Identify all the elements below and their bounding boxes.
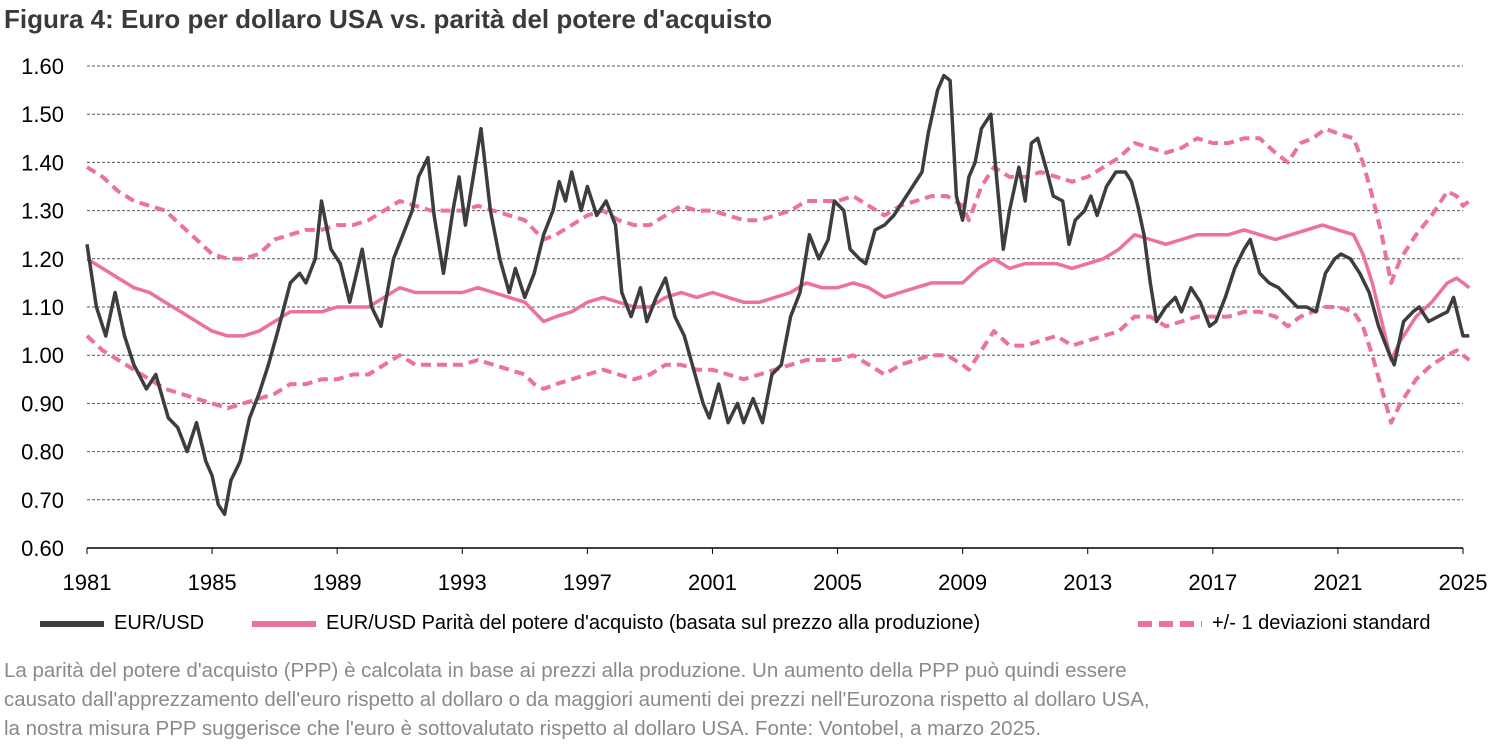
y-tick-label: 1.60 [21, 54, 64, 79]
x-tick-label: 1993 [438, 570, 487, 595]
footnote-line-3: la nostra misura PPP suggerisce che l'eu… [4, 717, 1042, 740]
y-tick-label: 1.00 [21, 343, 64, 368]
legend-label-ppp: EUR/USD Parità del potere d'acquisto (ba… [326, 612, 981, 634]
legend-item-eurusd: EUR/USD [40, 612, 204, 635]
legend-label-eurusd: EUR/USD [114, 612, 205, 634]
x-tick-label: 1989 [313, 570, 362, 595]
y-tick-label: 0.80 [21, 440, 64, 465]
series-lower-band-line [85, 305, 1471, 425]
legend-swatch-solid-pink [252, 620, 316, 627]
series-eurusd-line [85, 73, 1470, 517]
series-lines [85, 73, 1471, 517]
x-tick-label: 2009 [938, 570, 987, 595]
x-axis-ticks: 1981 1985 1989 1993 1997 2001 2005 2009 2013 2017… [63, 548, 1488, 595]
x-tick-label: 2005 [813, 570, 862, 595]
legend-label-band: +/- 1 deviazioni standard [1212, 612, 1431, 634]
legend-item-band: +/- 1 deviazioni standard [1138, 612, 1430, 635]
footnote-line-1: La parità del potere d'acquisto (PPP) è … [4, 659, 1127, 682]
y-tick-label: 1.40 [21, 150, 64, 175]
x-tick-label: 2017 [1188, 570, 1237, 595]
legend-item-ppp: EUR/USD Parità del potere d'acquisto (ba… [252, 612, 980, 635]
y-axis-ticks: 0.60 0.70 0.80 0.90 1.00 1.10 1.20 1.30 1.40 1.50… [21, 54, 64, 561]
x-tick-label: 1985 [188, 570, 237, 595]
y-tick-label: 0.70 [21, 488, 64, 513]
y-tick-label: 1.50 [21, 102, 64, 127]
x-tick-label: 1981 [63, 570, 112, 595]
x-tick-label: 2001 [688, 570, 737, 595]
series-ppp-line [86, 223, 1471, 362]
x-tick-label: 2021 [1313, 570, 1362, 595]
chart-canvas: 0.60 0.70 0.80 0.90 1.00 1.10 1.20 1.30 1.40 1.50… [21, 54, 1488, 595]
chart-title: Figura 4: Euro per dollaro USA vs. parit… [4, 4, 773, 34]
y-tick-label: 0.60 [21, 536, 64, 561]
y-tick-label: 1.10 [21, 295, 64, 320]
legend-swatch-solid-dark [40, 620, 104, 627]
x-tick-label: 2025 [1439, 570, 1488, 595]
x-tick-label: 1997 [563, 570, 612, 595]
y-tick-label: 1.20 [21, 247, 64, 272]
legend-swatch-dashed-pink [1138, 620, 1202, 627]
x-tick-label: 2013 [1063, 570, 1112, 595]
gridlines [87, 65, 1463, 549]
legend: EUR/USD EUR/USD Parità del potere d'acqu… [40, 612, 1490, 648]
footnote-line-2: causato dall'apprezzamento dell'euro ris… [4, 688, 1150, 711]
series-upper-band-line [85, 126, 1471, 285]
y-tick-label: 1.30 [21, 199, 64, 224]
footnote: La parità del potere d'acquisto (PPP) è … [4, 656, 1494, 743]
y-tick-label: 0.90 [21, 391, 64, 416]
